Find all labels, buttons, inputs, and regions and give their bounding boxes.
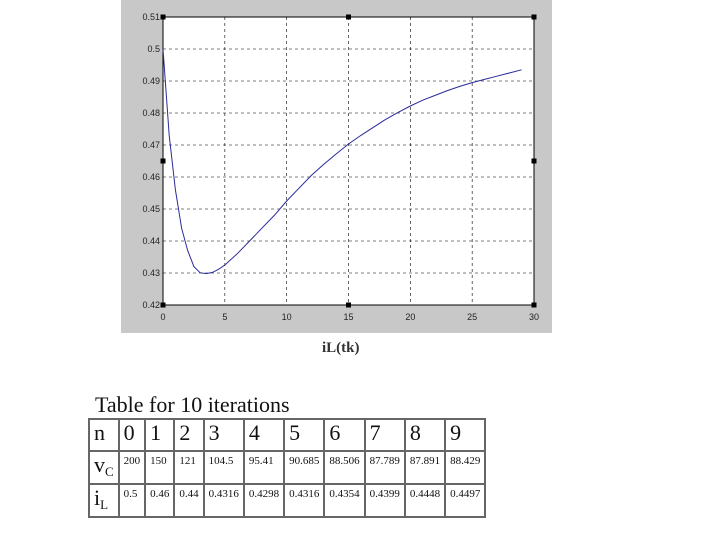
x-tick-label: 30	[529, 312, 539, 322]
x-axis-ticks: 0 5 10 15 20 25 30	[160, 312, 539, 322]
selection-handle	[160, 302, 166, 308]
table-cell-il: 0.4497	[444, 483, 487, 518]
y-tick-label: 0.45	[142, 204, 160, 214]
y-tick-label: 0.5	[147, 44, 160, 54]
y-tick-label: 0.48	[142, 108, 160, 118]
row-label-vc-main: v	[94, 452, 105, 477]
selection-handle	[346, 302, 351, 308]
selection-handle	[346, 14, 351, 20]
x-tick-label: 10	[282, 312, 292, 322]
selection-handle	[531, 302, 537, 308]
y-tick-label: 0.51	[142, 12, 160, 22]
selection-markers	[160, 14, 537, 308]
x-tick-label: 5	[222, 312, 227, 322]
table-cell-n: 2	[173, 418, 205, 452]
table-cell-il: 0.4354	[323, 483, 366, 518]
table-cell-n: 9	[444, 418, 487, 452]
table-cell-vc: 88.506	[323, 450, 366, 485]
table-cell-il: 0.44	[173, 483, 205, 518]
table-cell-il: 0.4399	[363, 483, 406, 518]
row-label-il-main: i	[94, 485, 101, 510]
table-cell-n: 0	[117, 418, 147, 452]
row-label-n: n	[88, 418, 120, 452]
row-label-vc-sub: C	[105, 464, 114, 479]
x-tick-label: 25	[467, 312, 477, 322]
table-cell-il: 0.4448	[403, 483, 447, 518]
table-cell-n: 1	[144, 418, 176, 452]
selection-handle	[160, 158, 166, 164]
selection-handle	[160, 14, 166, 20]
y-tick-label: 0.43	[142, 268, 160, 278]
table-cell-vc: 200	[117, 450, 147, 485]
table-cell-vc: 121	[173, 450, 205, 485]
table-cell-n: 6	[323, 418, 366, 452]
table-cell-n: 4	[242, 418, 286, 452]
table-cell-n: 7	[363, 418, 406, 452]
series-line	[162, 48, 522, 275]
table-cell-il: 0.4316	[283, 483, 326, 518]
y-tick-label: 0.47	[142, 140, 160, 150]
table-row-il: iL 0.5 0.46 0.44 0.4316 0.4298 0.4316 0.4354 0.…	[88, 483, 487, 518]
table-title: Table for 10 iterations	[95, 392, 290, 417]
y-tick-label: 0.42	[142, 300, 160, 310]
table-cell-n: 5	[283, 418, 326, 452]
table-cell-vc: 90.685	[283, 450, 326, 485]
selection-handle	[531, 158, 537, 164]
table-cell-il: 0.4298	[242, 483, 286, 518]
table-cell-n: 3	[202, 418, 245, 452]
row-label-vc: vC	[88, 450, 120, 485]
table-cell-vc: 87.789	[363, 450, 406, 485]
table-cell-n: 8	[403, 418, 447, 452]
row-label-il-sub: L	[100, 497, 109, 512]
table-cell-vc: 95.41	[242, 450, 286, 485]
selection-handle	[531, 14, 537, 20]
table-cell-vc: 87.891	[403, 450, 447, 485]
x-axis-label: iL(tk)	[322, 340, 360, 356]
table-cell-vc: 88.429	[444, 450, 487, 485]
row-label-il: iL	[88, 483, 120, 518]
y-axis-ticks: 0.42 0.43 0.44 0.45 0.46 0.47 0.48 0.49 0.5 0.51	[142, 12, 160, 310]
table-cell-vc: 104.5	[202, 450, 245, 485]
table-cell-vc: 150	[144, 450, 176, 485]
x-tick-label: 0	[160, 312, 165, 322]
table-row-vc: vC 200 150 121 104.5 95.41 90.685 88.506 87.789…	[88, 450, 487, 485]
table-cell-il: 0.46	[144, 483, 176, 518]
table-cell-il: 0.4316	[202, 483, 245, 518]
y-tick-label: 0.44	[142, 236, 160, 246]
series-group	[162, 48, 522, 275]
grid-lines	[163, 17, 534, 305]
x-tick-label: 20	[405, 312, 415, 322]
table-cell-il: 0.5	[117, 483, 147, 518]
x-tick-label: 15	[343, 312, 353, 322]
y-tick-label: 0.46	[142, 172, 160, 182]
y-tick-label: 0.49	[142, 76, 160, 86]
